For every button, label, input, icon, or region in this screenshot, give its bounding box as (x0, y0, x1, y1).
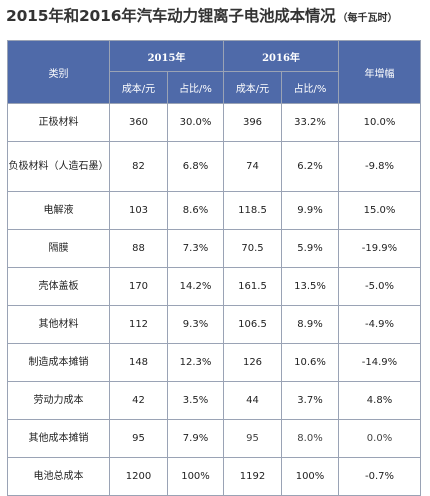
header-year-2015: 2015年 (109, 40, 224, 72)
cost-2015: 82 (109, 141, 168, 192)
share-2016: 3.7% (281, 381, 339, 420)
row-name: 制造成本摊销 (7, 343, 110, 382)
cost-2016: 161.5 (223, 267, 282, 306)
cost-2016: 396 (223, 103, 282, 142)
header-category: 类别 (7, 40, 110, 104)
share-2016: 6.2% (281, 141, 339, 192)
growth: 15.0% (338, 191, 421, 230)
table-row: 正极材料 360 30.0% 396 33.2% 10.0% (7, 103, 421, 142)
row-name: 其他材料 (7, 305, 110, 344)
share-2015: 7.3% (167, 229, 224, 268)
cost-2016: 44 (223, 381, 282, 420)
share-2016: 8.9% (281, 305, 339, 344)
share-2016: 5.9% (281, 229, 339, 268)
unit-label: （每千瓦时） (337, 13, 398, 24)
cost-2015: 95 (109, 419, 168, 458)
header-share-2015: 占比/% (167, 71, 224, 104)
share-2015: 30.0% (167, 103, 224, 142)
growth: 10.0% (338, 103, 421, 142)
growth: 0.0% (338, 419, 421, 458)
share-2016: 10.6% (281, 343, 339, 382)
share-2015: 9.3% (167, 305, 224, 344)
growth: -5.0% (338, 267, 421, 306)
cost-2015: 170 (109, 267, 168, 306)
share-2016: 100% (281, 457, 339, 496)
cost-2015: 112 (109, 305, 168, 344)
growth: -4.9% (338, 305, 421, 344)
row-name: 其他成本摊销 (7, 419, 110, 458)
row-name: 壳体盖板 (7, 267, 110, 306)
share-2015: 100% (167, 457, 224, 496)
share-2016: 33.2% (281, 103, 339, 142)
share-2015: 14.2% (167, 267, 224, 306)
growth: -9.8% (338, 141, 421, 192)
table-row: 制造成本摊销 148 12.3% 126 10.6% -14.9% (7, 343, 421, 382)
cost-2016: 74 (223, 141, 282, 192)
cost-2016: 126 (223, 343, 282, 382)
growth: -19.9% (338, 229, 421, 268)
page-title: 2015年和2016年汽车动力锂离子电池成本情况 (6, 7, 336, 25)
cost-table: 类别 2015年 2016年 年增幅 成本/元 占比/% 成本/元 占比/% 正… (7, 40, 421, 496)
table-row: 负极材料（人造石墨） 82 6.8% 74 6.2% -9.8% (7, 141, 421, 192)
growth: -0.7% (338, 457, 421, 496)
header-cost-2016: 成本/元 (223, 71, 282, 104)
share-2015: 12.3% (167, 343, 224, 382)
share-2015: 8.6% (167, 191, 224, 230)
cost-2015: 42 (109, 381, 168, 420)
share-2016: 13.5% (281, 267, 339, 306)
table-row: 其他材料 112 9.3% 106.5 8.9% -4.9% (7, 305, 421, 344)
row-name: 负极材料（人造石墨） (7, 141, 110, 192)
growth: -14.9% (338, 343, 421, 382)
title-block: 2015年和2016年汽车动力锂离子电池成本情况 （每千瓦时） (6, 4, 397, 26)
cost-2016: 95 (223, 419, 282, 458)
cost-2015: 148 (109, 343, 168, 382)
share-2016: 9.9% (281, 191, 339, 230)
share-2016: 8.0% (281, 419, 339, 458)
share-2015: 6.8% (167, 141, 224, 192)
cost-2016: 118.5 (223, 191, 282, 230)
row-name: 正极材料 (7, 103, 110, 142)
table-row: 壳体盖板 170 14.2% 161.5 13.5% -5.0% (7, 267, 421, 306)
table-row: 劳动力成本 42 3.5% 44 3.7% 4.8% (7, 381, 421, 420)
row-name: 电解液 (7, 191, 110, 230)
cost-2015: 88 (109, 229, 168, 268)
cost-2016: 1192 (223, 457, 282, 496)
cost-2015: 1200 (109, 457, 168, 496)
header-cost-2015: 成本/元 (109, 71, 168, 104)
table-row: 隔膜 88 7.3% 70.5 5.9% -19.9% (7, 229, 421, 268)
row-name: 电池总成本 (7, 457, 110, 496)
cost-2015: 360 (109, 103, 168, 142)
header-growth: 年增幅 (338, 40, 421, 104)
header-share-2016: 占比/% (281, 71, 339, 104)
header-year-2016: 2016年 (223, 40, 339, 72)
row-name: 劳动力成本 (7, 381, 110, 420)
cost-2016: 70.5 (223, 229, 282, 268)
row-name: 隔膜 (7, 229, 110, 268)
table-row: 电解液 103 8.6% 118.5 9.9% 15.0% (7, 191, 421, 230)
table-row: 其他成本摊销 95 7.9% 95 8.0% 0.0% (7, 419, 421, 458)
share-2015: 3.5% (167, 381, 224, 420)
growth: 4.8% (338, 381, 421, 420)
cost-2016: 106.5 (223, 305, 282, 344)
share-2015: 7.9% (167, 419, 224, 458)
table-row: 电池总成本 1200 100% 1192 100% -0.7% (7, 457, 421, 496)
cost-2015: 103 (109, 191, 168, 230)
